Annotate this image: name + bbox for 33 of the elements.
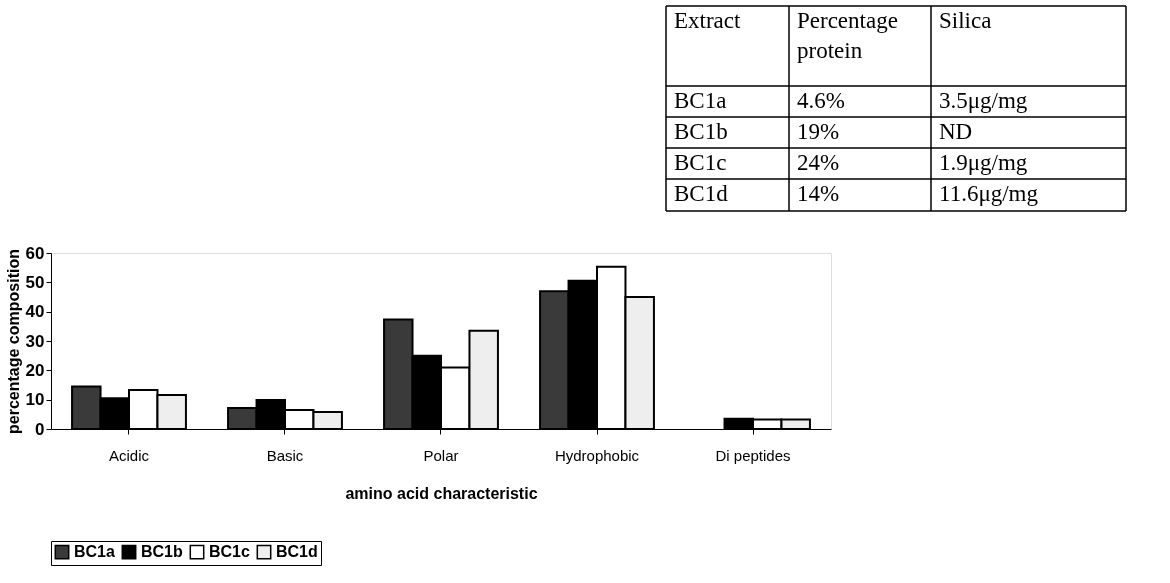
- text: 4.6%: [797, 88, 845, 113]
- text: Silica: [939, 8, 992, 33]
- text: 11.6μg/mg: [939, 181, 1039, 206]
- text: BC1d: [674, 181, 729, 206]
- legend-label: BC1b: [141, 543, 184, 561]
- y-tick-label: 50: [25, 272, 45, 292]
- legend-label: BC1c: [209, 543, 251, 561]
- text: Percentage protein: [797, 8, 898, 63]
- y-tick-label: 60: [25, 243, 45, 263]
- text: BC1b: [674, 119, 728, 144]
- y-tick-label: 30: [25, 331, 45, 351]
- legend-label: BC1d: [276, 543, 318, 561]
- text: BC1c: [674, 150, 727, 175]
- text: 14%: [797, 181, 840, 206]
- x-tick-label: Basic: [266, 446, 304, 464]
- text: 1.9μg/mg: [939, 150, 1028, 175]
- x-tick-label: Di peptides: [715, 446, 791, 464]
- text: ND: [939, 119, 973, 144]
- legend-label: BC1a: [74, 543, 116, 561]
- text: Extract: [674, 8, 742, 33]
- y-tick-label: 40: [25, 302, 45, 322]
- text: 24%: [797, 150, 840, 175]
- text: 19%: [797, 119, 840, 144]
- text: 3.5μg/mg: [939, 88, 1028, 113]
- x-tick-label: Polar: [423, 446, 459, 464]
- y-tick-label: 20: [25, 360, 45, 380]
- x-tick-label: Acidic: [108, 446, 150, 464]
- text: BC1a: [674, 88, 727, 113]
- x-tick-label: Hydrophobic: [554, 446, 640, 464]
- y-tick-label: 0: [35, 419, 45, 439]
- x-axis-title: amino acid characteristic: [345, 484, 538, 502]
- y-axis-title: percentage composition: [4, 249, 22, 434]
- y-tick-label: 10: [25, 390, 45, 410]
